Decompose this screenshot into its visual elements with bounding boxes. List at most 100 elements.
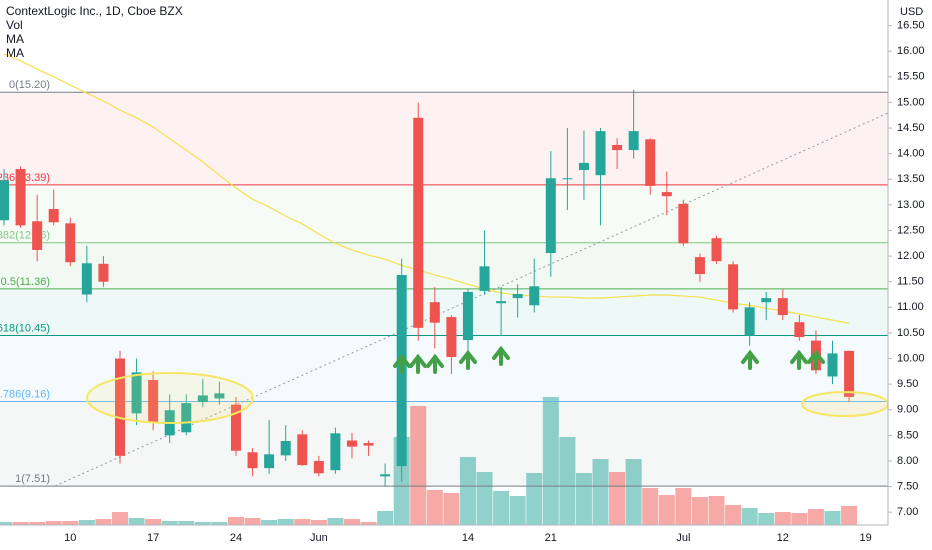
volume-bar <box>807 509 824 525</box>
y-tick-label: 8.00 <box>897 455 918 467</box>
candle-body <box>131 372 142 414</box>
candle-body <box>0 180 9 221</box>
volume-bar <box>841 506 858 525</box>
volume-bar <box>642 488 659 525</box>
y-tick-label: 12.50 <box>897 224 925 236</box>
axes: 7.00 7.50 8.00 8.50 9.00 9.50 10.00 10.50 11.00 1… <box>64 20 924 544</box>
y-tick-label: 16.50 <box>897 20 925 32</box>
candle-body <box>413 117 424 328</box>
y-tick-label: 15.50 <box>897 71 925 83</box>
candle-body <box>264 454 275 469</box>
fib-label: 0(15.20) <box>9 79 50 91</box>
candle-body <box>529 286 540 306</box>
candle-body <box>694 257 705 275</box>
x-tick-label: 14 <box>462 532 474 544</box>
volume-bar <box>758 513 775 525</box>
moving-average <box>3 53 850 324</box>
candle-body <box>545 178 556 254</box>
candle-body <box>363 443 374 446</box>
volume-bar <box>244 518 261 525</box>
volume-bar <box>459 457 476 525</box>
candle-body <box>81 263 92 295</box>
x-tick-label: 24 <box>230 532 242 544</box>
volume-bar <box>741 508 758 525</box>
y-tick-label: 10.50 <box>897 327 925 339</box>
candle-body <box>197 395 208 403</box>
x-tick-label: Jul <box>676 532 690 544</box>
volume-bar <box>658 495 675 525</box>
x-tick-label: 19 <box>860 532 872 544</box>
candles <box>0 89 855 487</box>
candle-body <box>678 203 689 244</box>
arrows <box>393 345 825 374</box>
candle-body <box>330 433 341 471</box>
candle-body <box>777 298 788 315</box>
x-tick-label: 10 <box>64 532 76 544</box>
up-arrow <box>426 353 444 374</box>
candle-body <box>595 131 606 176</box>
volume-bar <box>277 519 294 525</box>
volume-bar <box>111 512 128 525</box>
volume-bar <box>0 522 12 525</box>
candle-body <box>346 440 357 447</box>
volume-bar <box>294 519 311 525</box>
up-arrow <box>459 349 477 370</box>
volume-bar <box>526 473 543 525</box>
fib-label: 1(7.51) <box>15 473 50 485</box>
y-tick-label: 7.00 <box>897 506 918 518</box>
volume-bar <box>261 520 278 525</box>
candle-body <box>380 474 391 477</box>
candle-body <box>578 162 589 171</box>
volume-bar <box>29 522 46 525</box>
fib-zone <box>0 242 888 289</box>
candle-body <box>844 350 855 397</box>
volume-bar <box>559 437 576 525</box>
indicator-label: Vol <box>6 18 23 32</box>
volume-bar <box>178 521 195 525</box>
volume-bar <box>443 493 460 525</box>
fib-zone <box>0 92 888 185</box>
highlight-ellipse <box>801 391 889 417</box>
volume-bar <box>824 511 841 525</box>
candle-body <box>446 317 457 357</box>
ma-line <box>3 53 850 324</box>
volume-bar <box>625 459 642 525</box>
candle-body <box>645 139 656 186</box>
volume-bar <box>128 518 145 525</box>
fib-label: 0.618(10.45) <box>0 322 50 334</box>
y-tick-label: 14.00 <box>897 148 925 160</box>
volume-bar <box>360 522 377 525</box>
candle-body <box>181 403 192 433</box>
candle-body <box>297 434 308 466</box>
y-tick-label: 9.50 <box>897 378 918 390</box>
fib-label: 0.382(12.26) <box>0 230 50 242</box>
volume-bar <box>327 518 344 525</box>
price-axis <box>888 0 932 550</box>
candle-body <box>628 131 639 151</box>
candle-body <box>280 441 291 456</box>
candle-body <box>711 238 722 262</box>
y-tick-label: 15.00 <box>897 96 925 108</box>
y-tick-label: 11.50 <box>897 276 924 288</box>
candle-body <box>15 169 26 226</box>
volume-bar <box>78 520 95 525</box>
volume-bar <box>227 517 244 525</box>
candle-body <box>661 192 672 197</box>
fib-zone <box>0 335 888 402</box>
candle-body <box>761 298 772 303</box>
volume-bar <box>774 512 791 525</box>
chart-title: ContextLogic Inc., 1D, Cboe BZX <box>6 4 183 18</box>
fib-label: 0.786(9.16) <box>0 388 50 400</box>
candle-body <box>612 144 623 151</box>
volume-bar <box>343 519 360 525</box>
y-tick-label: 12.00 <box>897 250 925 262</box>
currency-label: USD <box>900 6 923 18</box>
candle-body <box>794 322 805 338</box>
candle-body <box>512 294 523 299</box>
candle-body <box>827 353 838 377</box>
volume-bar <box>145 519 162 525</box>
candle-body <box>48 208 59 223</box>
volume-bar <box>493 491 510 525</box>
candle-body <box>98 263 109 282</box>
